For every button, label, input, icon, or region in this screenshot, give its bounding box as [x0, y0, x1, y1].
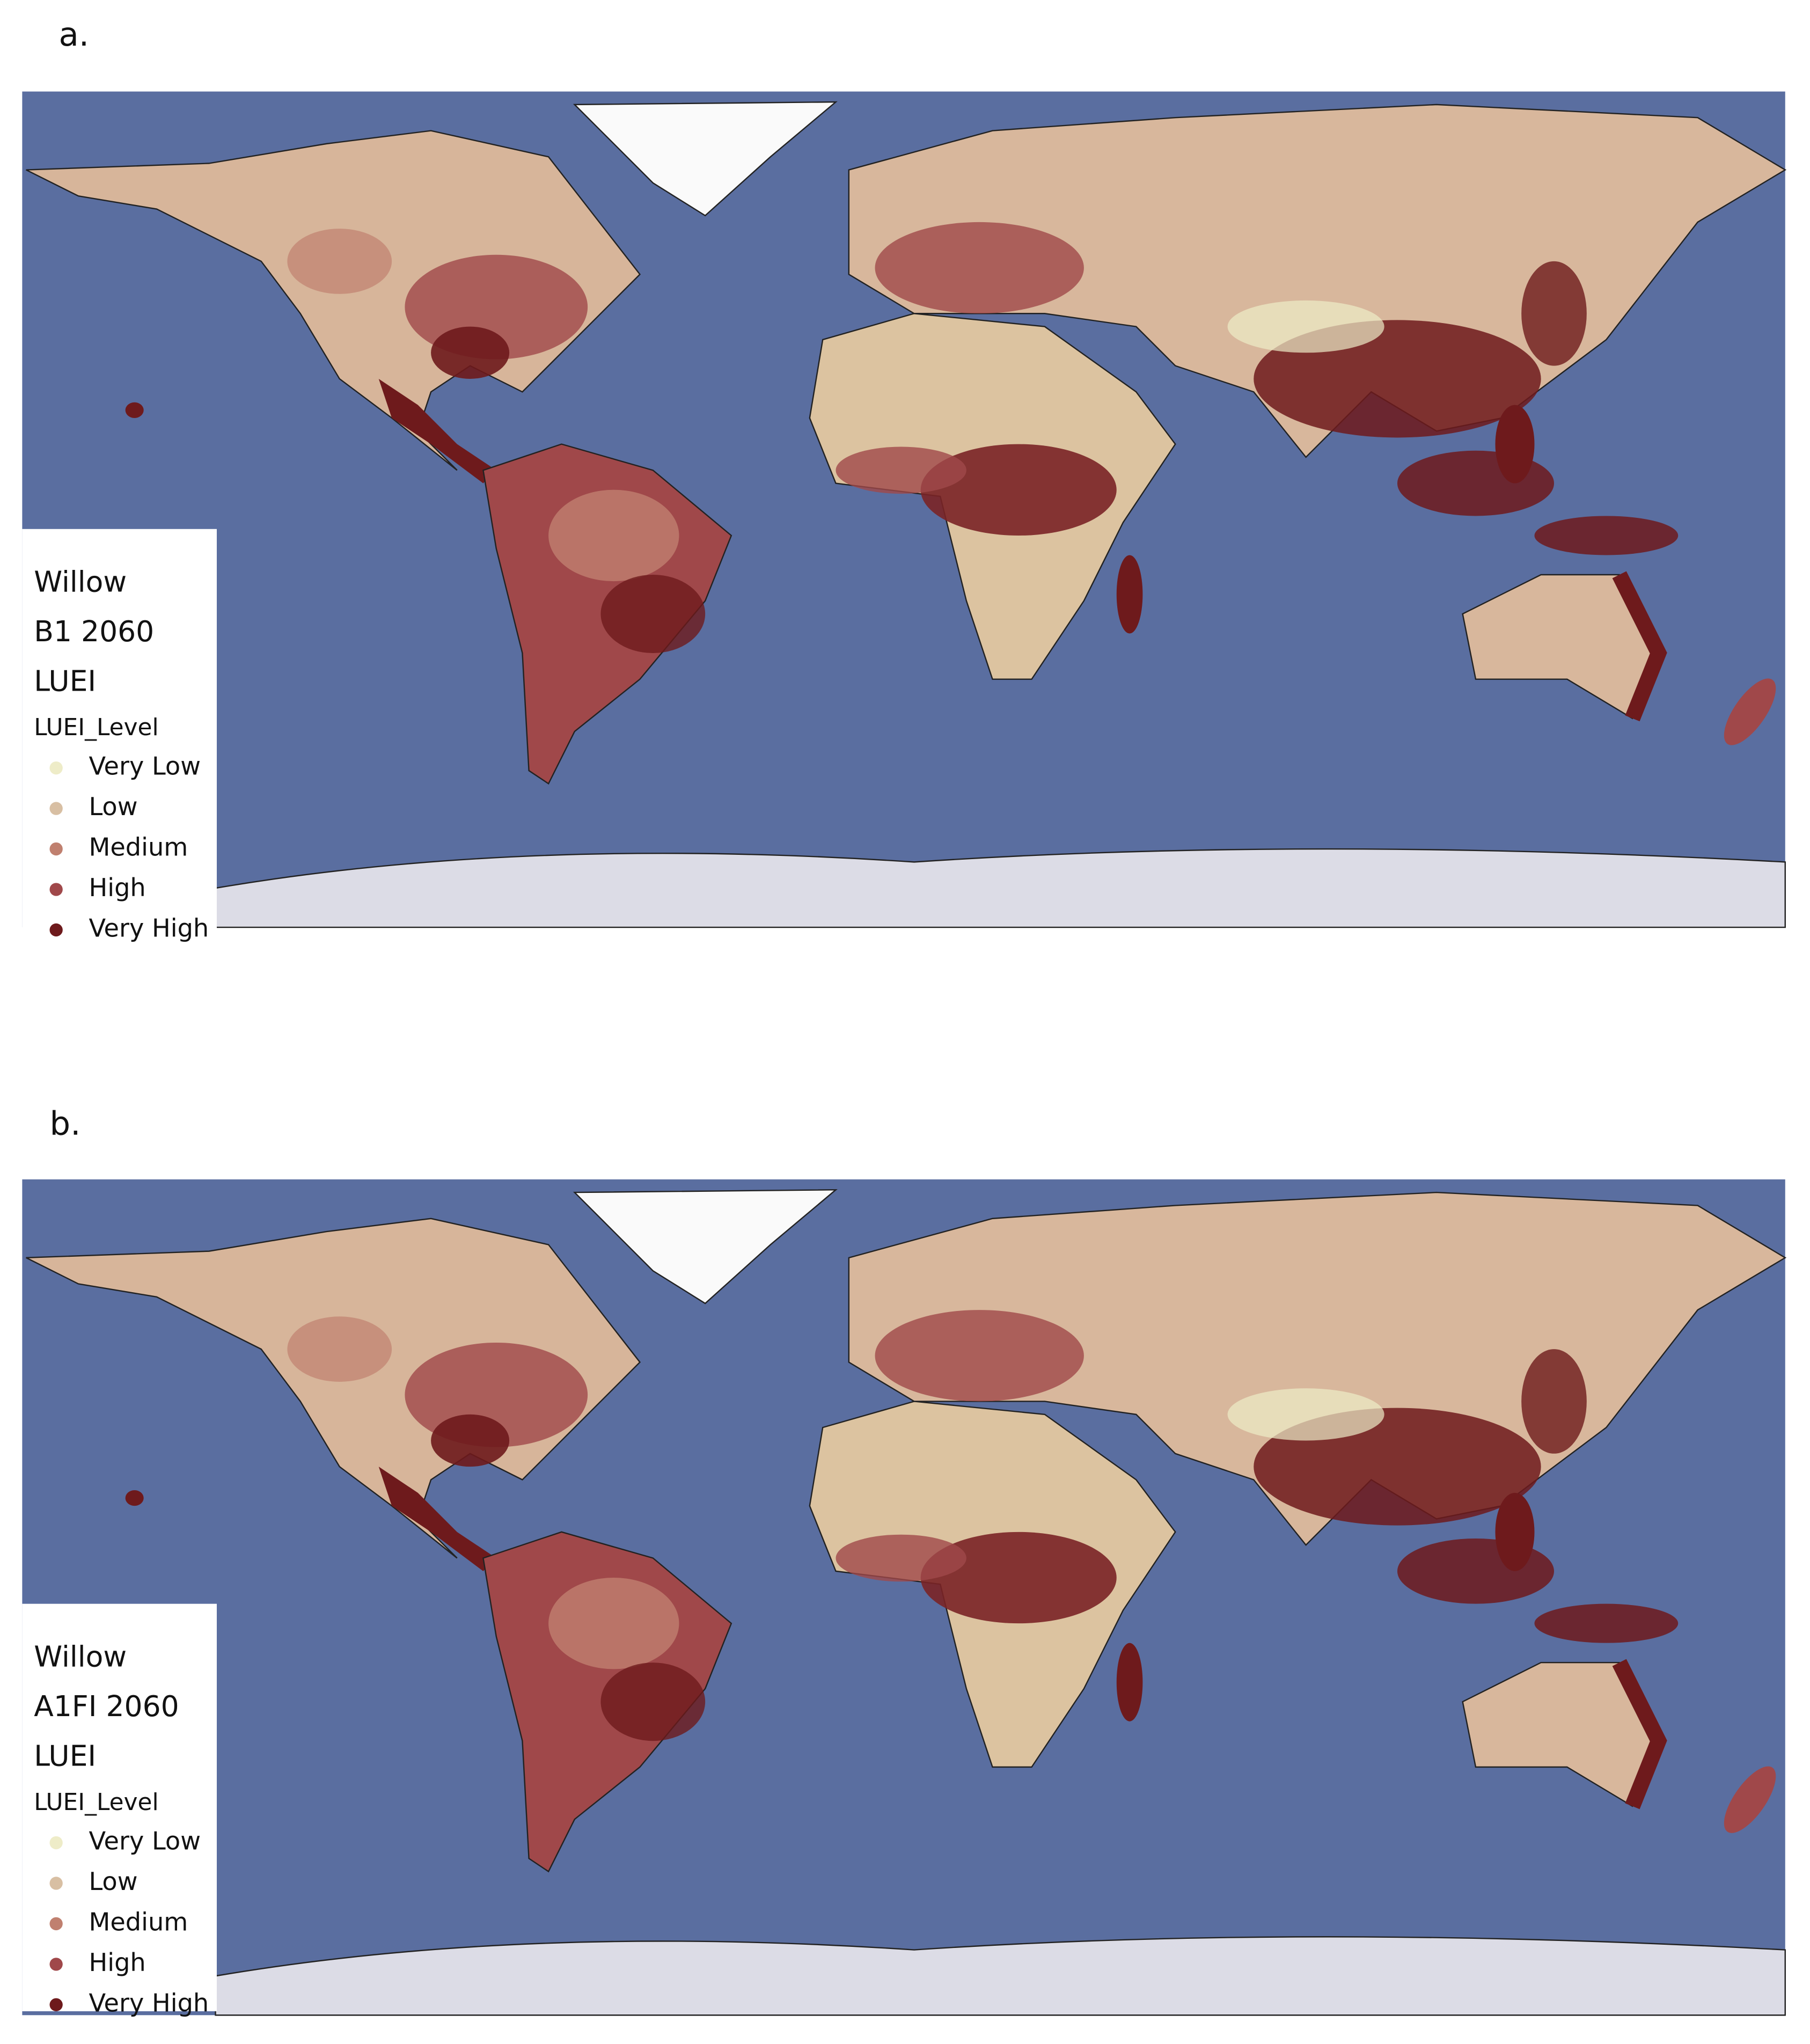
legend-swatch	[49, 1958, 63, 1971]
legend-title: Willow	[34, 565, 127, 599]
legend-swatch	[49, 1917, 63, 1931]
legend-swatch	[49, 761, 63, 775]
legend-label: Low	[89, 1867, 137, 1896]
legend-swatch	[49, 842, 63, 856]
legend-label: Very High	[89, 1988, 209, 2017]
legend-label: Very Low	[89, 752, 201, 781]
legend-title: LUEI	[34, 1739, 96, 1772]
legend-label: Low	[89, 792, 137, 821]
legend-swatch	[49, 802, 63, 815]
legend-swatch	[49, 923, 63, 937]
legend-label: High	[89, 1948, 145, 1977]
legend-swatch	[49, 1877, 63, 1890]
legend-title: LUEI	[34, 664, 96, 698]
legend-subtitle: LUEI_Level	[34, 714, 158, 741]
legend-label: Very High	[89, 913, 209, 942]
overlay: a. Willow B1 2060 LUEI LUEI_Level Very Low Low…	[22, 16, 217, 2017]
legend-swatch	[49, 1836, 63, 1850]
panel-label: a.	[59, 16, 90, 54]
legend-title: Willow	[34, 1640, 127, 1674]
legend-swatch	[49, 883, 63, 896]
legend-subtitle: LUEI_Level	[34, 1789, 158, 1816]
legend-box	[22, 1603, 217, 2011]
legend-label: Medium	[89, 1907, 188, 1936]
legend-label: Medium	[89, 833, 188, 862]
legend-title: A1FI 2060	[34, 1689, 179, 1723]
legend-label: High	[89, 873, 145, 902]
map-b	[22, 1179, 1785, 2016]
panel-label: b.	[49, 1105, 80, 1143]
legend-title: B1 2060	[34, 614, 154, 648]
legend-swatch	[49, 1998, 63, 2011]
map-a	[22, 92, 1785, 928]
legend-label: Very Low	[89, 1827, 201, 1856]
legend-box	[22, 529, 217, 937]
